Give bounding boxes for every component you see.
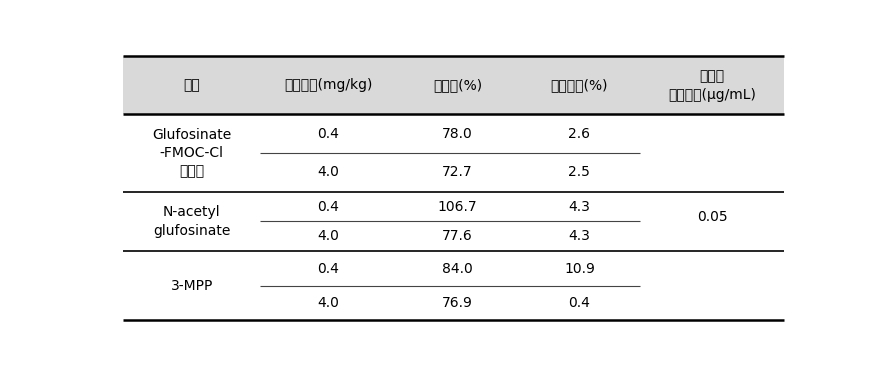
Text: 성분: 성분 xyxy=(184,78,200,92)
Text: N-acetyl
glufosinate: N-acetyl glufosinate xyxy=(153,205,230,238)
Text: 10.9: 10.9 xyxy=(564,261,594,276)
Text: 4.0: 4.0 xyxy=(317,165,339,179)
Text: 84.0: 84.0 xyxy=(442,261,472,276)
Text: 기기상
정량한계(μg/mL): 기기상 정량한계(μg/mL) xyxy=(667,69,755,101)
Text: 4.0: 4.0 xyxy=(317,296,339,310)
Text: 106.7: 106.7 xyxy=(437,200,477,214)
Text: 4.0: 4.0 xyxy=(317,229,339,244)
Text: Glufosinate
-FMOC-Cl
유도체: Glufosinate -FMOC-Cl 유도체 xyxy=(152,128,231,178)
Text: 0.4: 0.4 xyxy=(568,296,590,310)
Text: 변이계수(%): 변이계수(%) xyxy=(550,78,608,92)
Text: 78.0: 78.0 xyxy=(442,127,472,141)
Text: 회수율(%): 회수율(%) xyxy=(433,78,482,92)
Text: 2.6: 2.6 xyxy=(568,127,590,141)
Text: 3-MPP: 3-MPP xyxy=(170,279,212,293)
Text: 0.4: 0.4 xyxy=(317,200,339,214)
Text: 처리농도(mg/kg): 처리농도(mg/kg) xyxy=(284,78,372,92)
Text: 77.6: 77.6 xyxy=(442,229,472,244)
Text: 4.3: 4.3 xyxy=(568,200,590,214)
Text: 0.4: 0.4 xyxy=(317,261,339,276)
Text: 4.3: 4.3 xyxy=(568,229,590,244)
Text: 0.05: 0.05 xyxy=(696,210,727,225)
Bar xyxy=(123,56,783,115)
Text: 2.5: 2.5 xyxy=(568,165,590,179)
Text: 76.9: 76.9 xyxy=(442,296,472,310)
Text: 72.7: 72.7 xyxy=(442,165,472,179)
Text: 0.4: 0.4 xyxy=(317,127,339,141)
